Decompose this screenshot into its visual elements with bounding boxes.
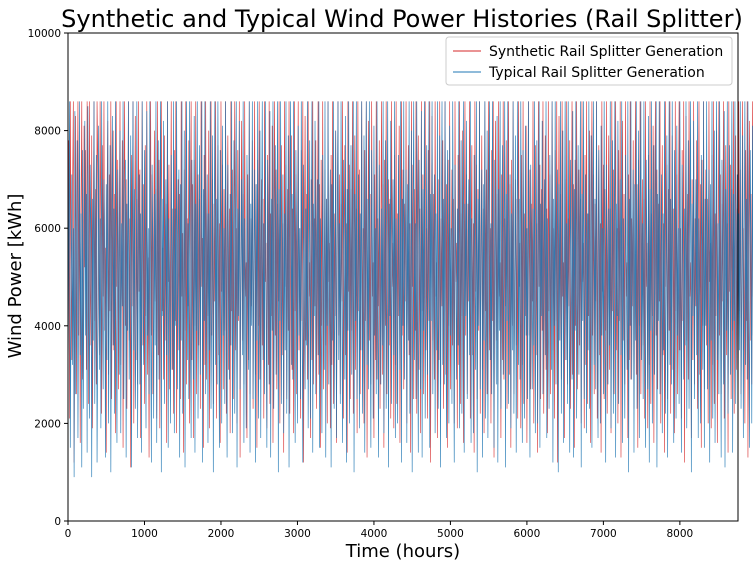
x-tick-label: 6000	[514, 528, 541, 540]
x-tick-label: 2000	[208, 528, 235, 540]
x-tick-label: 3000	[284, 528, 311, 540]
legend-label-typical: Typical Rail Splitter Generation	[488, 65, 705, 81]
legend-box	[445, 36, 733, 86]
plot-area	[67, 32, 753, 522]
y-tick-label: 6000	[34, 223, 61, 235]
x-tick-label: 8000	[667, 528, 694, 540]
y-tick-label: 10000	[28, 28, 61, 40]
plot-frame	[67, 32, 739, 522]
y-tick-label: 0	[54, 516, 61, 528]
x-axis-label: Time (hours)	[345, 541, 460, 562]
y-tick-label: 2000	[34, 418, 61, 430]
x-tick-label: 1000	[131, 528, 158, 540]
y-tick-label: 8000	[34, 126, 61, 138]
y-axis-label: Wind Power [kWh]	[5, 194, 26, 359]
y-axis: 0 2000 4000 6000 8000 10000	[28, 28, 68, 528]
x-tick-label: 7000	[590, 528, 617, 540]
x-tick-label: 0	[65, 528, 72, 540]
x-tick-label: 5000	[437, 528, 464, 540]
legend: Synthetic Rail Splitter Generation Typic…	[445, 36, 733, 86]
x-tick-label: 4000	[361, 528, 388, 540]
legend-label-synthetic: Synthetic Rail Splitter Generation	[489, 44, 723, 60]
chart-title: Synthetic and Typical Wind Power Histori…	[61, 5, 743, 33]
series-layer	[67, 101, 753, 478]
y-tick-label: 4000	[34, 321, 61, 333]
x-axis: 0 1000 2000 3000 4000 5000 6000 7000 8000	[65, 521, 694, 540]
series-line-typical	[67, 101, 753, 478]
